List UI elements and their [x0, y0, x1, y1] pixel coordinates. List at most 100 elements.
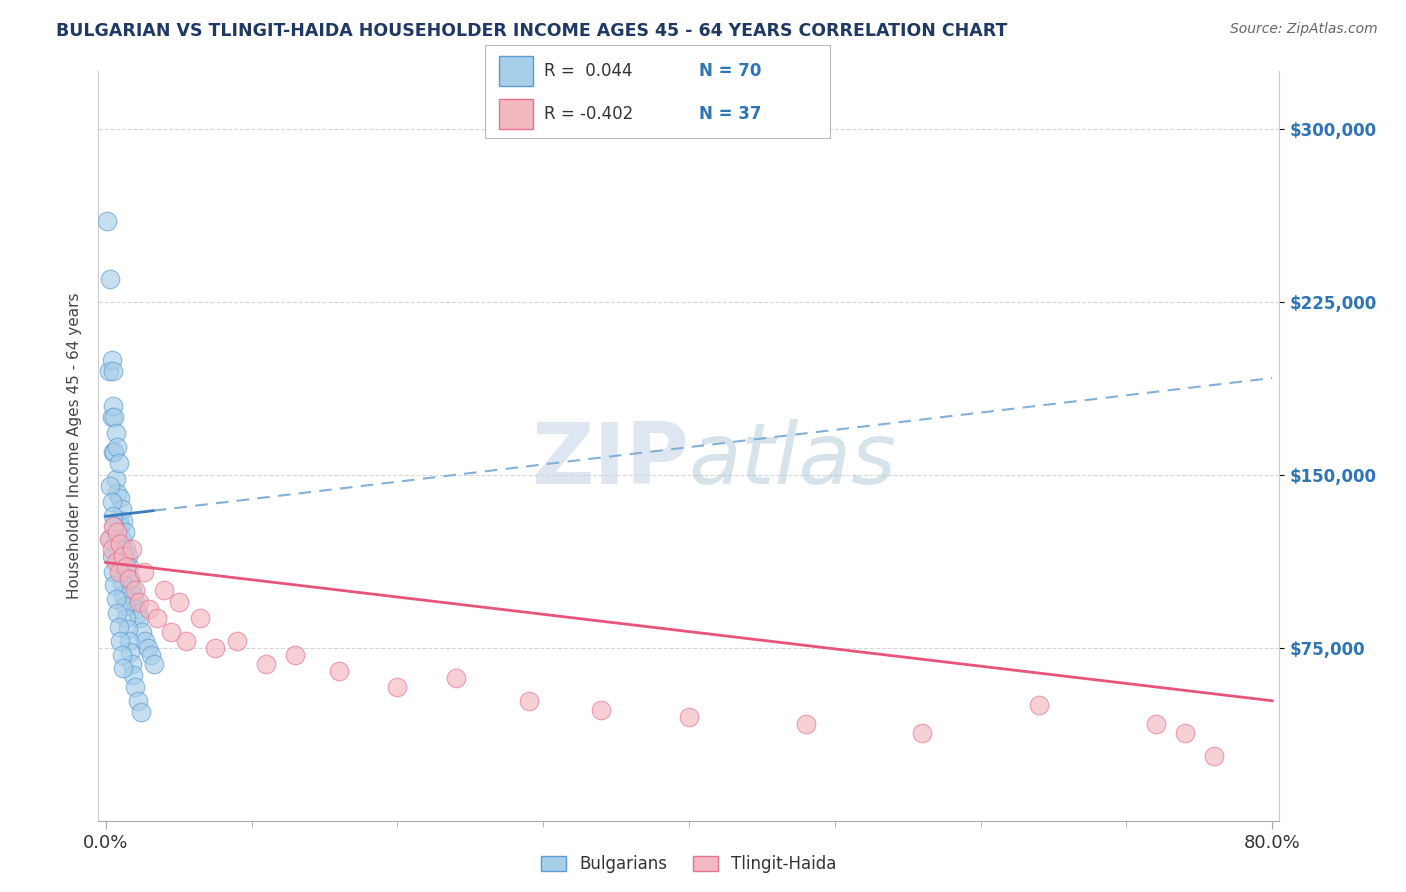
- Text: N = 70: N = 70: [699, 62, 761, 79]
- Point: [1028, 698, 1050, 713]
- Point: [101, 509, 124, 524]
- Point: [105, 525, 128, 540]
- Legend: Bulgarians, Tlingit-Haida: Bulgarians, Tlingit-Haida: [534, 848, 844, 880]
- Point: [101, 565, 124, 579]
- Point: [328, 664, 350, 678]
- Point: [127, 694, 149, 708]
- Text: N = 37: N = 37: [699, 105, 761, 123]
- Point: [108, 514, 131, 528]
- Point: [174, 633, 197, 648]
- Point: [97, 533, 120, 547]
- Point: [136, 640, 159, 655]
- Point: [103, 518, 125, 533]
- Text: BULGARIAN VS TLINGIT-HAIDA HOUSEHOLDER INCOME AGES 45 - 64 YEARS CORRELATION CHA: BULGARIAN VS TLINGIT-HAIDA HOUSEHOLDER I…: [56, 22, 1008, 40]
- Point: [122, 588, 145, 602]
- Point: [105, 541, 128, 556]
- Point: [678, 710, 700, 724]
- Point: [121, 541, 143, 556]
- Point: [118, 572, 141, 586]
- Point: [100, 495, 122, 509]
- FancyBboxPatch shape: [499, 99, 533, 129]
- Point: [124, 583, 146, 598]
- Point: [120, 572, 142, 586]
- Point: [110, 491, 132, 505]
- Point: [114, 599, 136, 614]
- Point: [105, 606, 128, 620]
- Point: [226, 633, 249, 648]
- Point: [108, 565, 131, 579]
- Point: [101, 364, 124, 378]
- Point: [104, 592, 127, 607]
- Point: [115, 560, 138, 574]
- Point: [142, 657, 165, 671]
- Point: [104, 556, 127, 570]
- Point: [104, 533, 127, 547]
- Point: [124, 680, 146, 694]
- Point: [911, 726, 934, 740]
- Point: [112, 549, 135, 563]
- Point: [110, 633, 132, 648]
- Point: [104, 472, 127, 486]
- Point: [117, 572, 139, 586]
- Point: [100, 541, 122, 556]
- Point: [103, 578, 125, 592]
- Point: [112, 514, 135, 528]
- Text: R = -0.402: R = -0.402: [544, 105, 633, 123]
- Point: [190, 611, 212, 625]
- Point: [444, 671, 467, 685]
- Point: [111, 502, 134, 516]
- Point: [125, 601, 148, 615]
- Point: [117, 622, 139, 636]
- Point: [121, 583, 143, 598]
- Point: [204, 640, 226, 655]
- Point: [105, 440, 128, 454]
- Point: [124, 594, 146, 608]
- Point: [108, 620, 131, 634]
- Point: [132, 565, 155, 579]
- Point: [117, 549, 139, 563]
- Point: [114, 525, 136, 540]
- Point: [103, 444, 125, 458]
- Point: [101, 399, 124, 413]
- Point: [145, 611, 167, 625]
- Point: [1202, 749, 1225, 764]
- Point: [98, 533, 121, 547]
- Point: [254, 657, 277, 671]
- Point: [98, 272, 121, 286]
- Point: [103, 410, 125, 425]
- Point: [101, 444, 124, 458]
- Point: [110, 518, 132, 533]
- Point: [108, 456, 131, 470]
- Point: [101, 518, 124, 533]
- Point: [122, 668, 145, 682]
- Point: [97, 364, 120, 378]
- Point: [153, 583, 176, 598]
- Point: [121, 657, 143, 671]
- Point: [111, 576, 134, 591]
- Point: [517, 694, 540, 708]
- Point: [110, 565, 132, 579]
- Point: [115, 541, 138, 556]
- Point: [112, 661, 135, 675]
- Point: [131, 624, 153, 639]
- Point: [115, 611, 138, 625]
- Point: [128, 611, 150, 625]
- Point: [134, 633, 156, 648]
- Point: [104, 426, 127, 441]
- Point: [1144, 716, 1167, 731]
- Point: [110, 537, 132, 551]
- Point: [96, 214, 118, 228]
- Point: [129, 706, 152, 720]
- Point: [118, 560, 141, 574]
- Point: [387, 680, 409, 694]
- Point: [105, 486, 128, 500]
- Point: [112, 588, 135, 602]
- Point: [794, 716, 817, 731]
- Point: [138, 601, 160, 615]
- Point: [100, 352, 122, 367]
- Point: [111, 648, 134, 662]
- Point: [128, 594, 150, 608]
- Text: ZIP: ZIP: [531, 419, 689, 502]
- Point: [139, 648, 162, 662]
- Point: [100, 410, 122, 425]
